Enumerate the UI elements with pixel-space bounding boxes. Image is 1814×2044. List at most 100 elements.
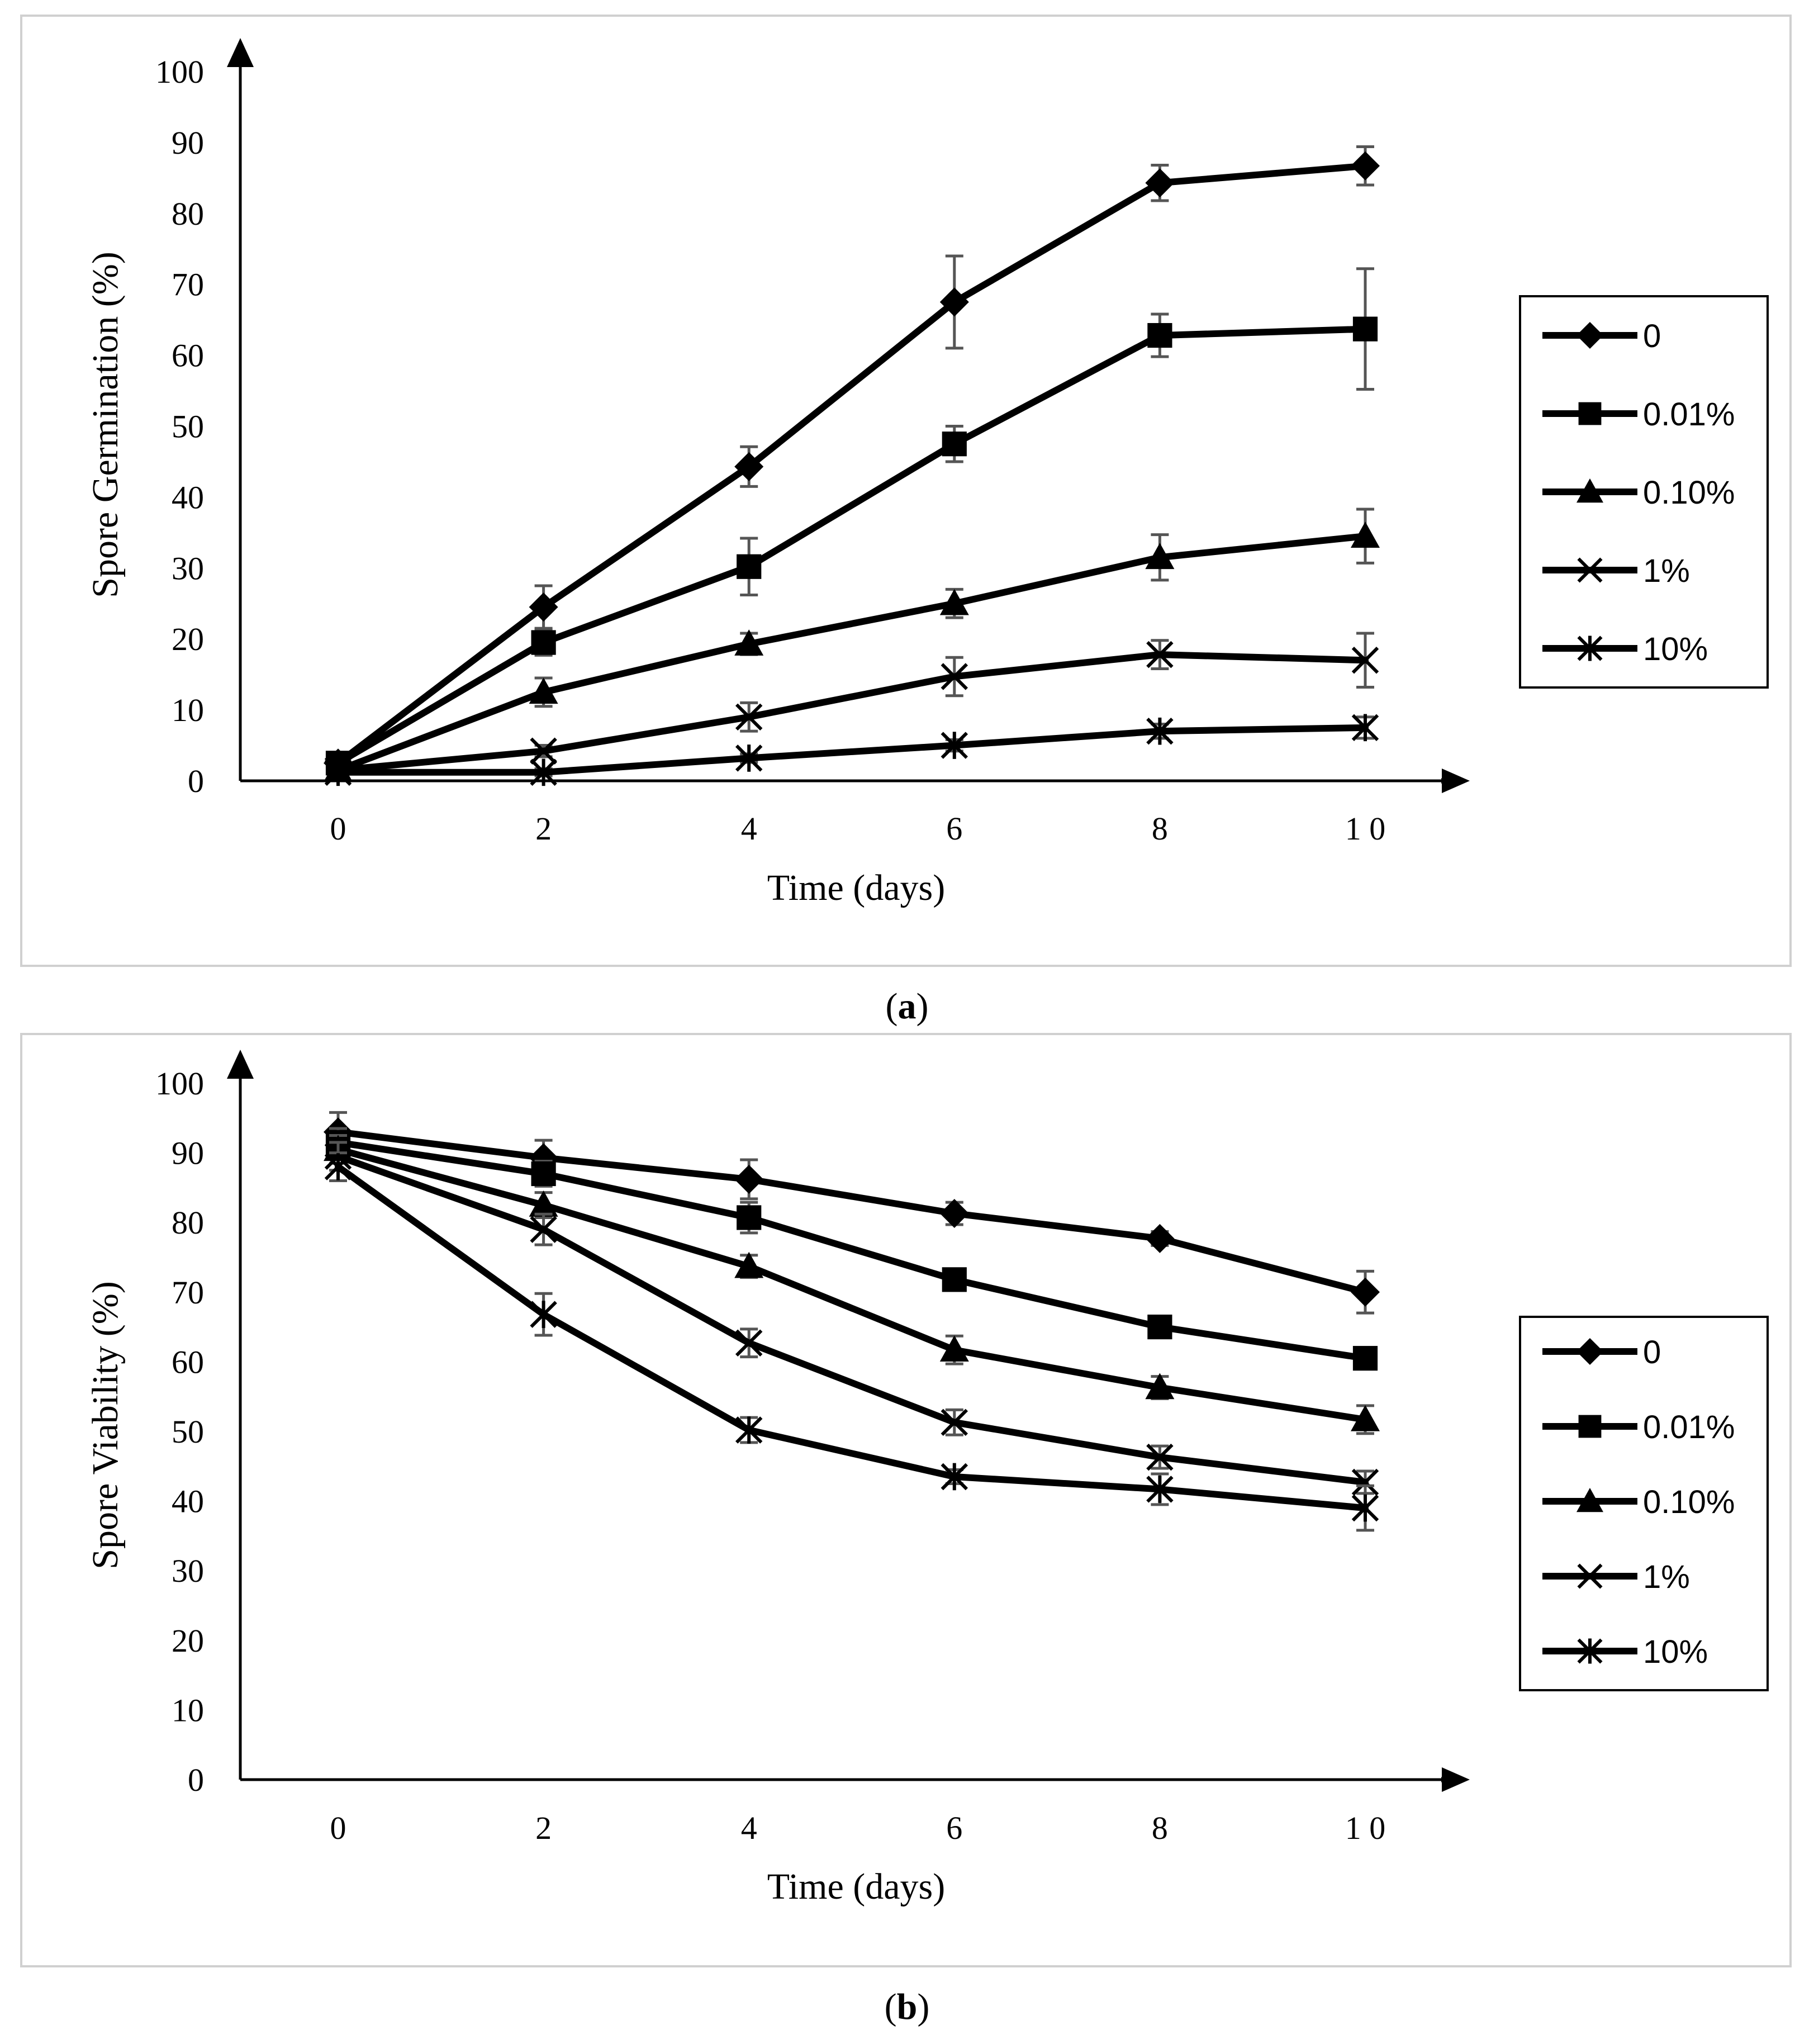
panel-b-series-3-point-stroke [941,1408,968,1436]
panel-a-x-tick-label: 0 [330,810,346,847]
panel-a-legend-item-0-swatch-marker [1576,322,1603,349]
panel-a-legend-item-2: 0.10% [1542,475,1735,511]
panel-b-legend-item-0-swatch-marker [1576,1338,1603,1365]
panel-b-x-tick-labels: 0 2 4 6 8 1 0 [330,1810,1386,1846]
panel-b-legend-item-1-swatch-marker [1578,1415,1602,1438]
panel-a-legend-item-4-label: 10% [1643,631,1708,667]
panel-a-y-tick-labels: 0 10 20 30 40 50 60 70 80 90 100 [155,54,204,799]
panel-b-series-2-point [1351,1405,1380,1431]
panel-b-legend-item-2-swatch-marker [1576,1488,1603,1512]
panel-a-series-3-point [530,737,557,765]
panel-b-y-tick-label: 10 [172,1692,204,1728]
panel-b-series-3-point [1351,1468,1379,1496]
panel-b-legend-item-4: 10% [1542,1634,1708,1670]
panel-b-legend-item-3: 1% [1542,1559,1690,1595]
panel-a-series-0-point [734,452,764,481]
panel-a-legend-item-3-swatch-marker-stroke [1577,557,1603,583]
panel-a-series-4-point [1351,714,1379,742]
panel-b-series-4-point [530,1301,557,1328]
panel-a-series-0-line [335,162,1369,767]
panel-b-y-tick-label: 100 [155,1065,204,1102]
panel-a-series-1-point [942,431,967,457]
panel-b-series-1-point [942,1267,967,1292]
panel-a-legend-item-3-swatch-marker [1577,557,1603,583]
panel-b-y-tick-label: 90 [172,1135,204,1172]
panel-b-y-tick-label: 40 [172,1483,204,1520]
panel-b-y-tick-label: 30 [172,1553,204,1589]
panel-b-series-1-point [737,1205,762,1230]
panel-a-series-0-point [1351,151,1380,181]
panel-b-legend-item-2: 0.10% [1542,1484,1735,1520]
panel-b-series-0-point [1145,1223,1175,1253]
panel-a-series-0-point [1145,168,1175,198]
panel-a-y-tick-label: 90 [172,125,204,161]
panel-a-series-1-point [1147,323,1172,348]
panel-b-legend-item-0: 0 [1542,1334,1661,1370]
panel-b-caption-letter: b [897,1986,918,2027]
panel-b-series-4-point [324,1153,352,1180]
panel-a-series-2-point [529,677,558,704]
panel-a-series-3-point [941,663,968,690]
panel-a-series-3-point-stroke [735,703,763,731]
panel-a-series-3-point-stroke [941,663,968,690]
panel-a-series-2-point [1145,543,1175,570]
panel-b-caption-close: ) [917,1986,929,2027]
panel-a-series-3-point [1146,641,1174,668]
panel-b-legend-item-4-label: 10% [1643,1634,1708,1670]
panel-a-legend-item-0-label: 0 [1643,318,1661,354]
panel-b-y-tick-label: 0 [188,1762,204,1798]
panel-a-legend-items: 0 0.01% 0.10% 1% 10% [1542,318,1735,667]
panel-a-y-tick-label: 30 [172,550,204,586]
panel-a-x-tick-label: 1 0 [1345,810,1386,847]
panel-b-series-3-line [335,1153,1369,1486]
panel-a-x-tick-label: 8 [1152,810,1168,847]
panel-b-x-axis-arrow [1442,1767,1470,1792]
panel-a-y-tick-label: 100 [155,54,204,90]
panel-b-series-2-point [1145,1373,1175,1400]
panel-a-y-axis-title: Spore Germination (%) [85,252,126,598]
panel-b-series-3-point-stroke [1146,1443,1174,1471]
panel-a-plot-area [324,145,1380,786]
panel-b-legend-item-3-swatch-marker [1577,1563,1603,1589]
panel-a-y-tick-label: 40 [172,479,204,515]
panel-b-series-1-point [1352,1346,1378,1371]
panel-b-series-3-point [735,1329,763,1357]
panel-b-series-4-point [735,1416,763,1444]
panel-b-series-1-point [1147,1315,1172,1340]
panel-a-y-tick-label: 60 [172,338,204,374]
panel-a-series-4 [324,714,1379,786]
panel-b-legend-item-3-swatch-marker-stroke [1577,1563,1603,1589]
panel-b-series-3-point [1146,1443,1174,1471]
panel-b-series-4 [324,1151,1379,1532]
panel-b-y-tick-label: 60 [172,1344,204,1380]
panel-a-series-2-point [734,629,764,656]
panel-a-x-tick-label: 2 [535,810,552,847]
panel-b-legend-item-0-label: 0 [1643,1334,1661,1370]
panel-b-series-2-point [734,1251,764,1278]
panel-a-caption: (a) [886,986,929,1027]
panel-b-series-2-point [529,1191,558,1217]
panel-a-series-4-point [1146,717,1174,745]
panel-b-x-tick-label: 4 [741,1810,757,1846]
panel-a-legend-item-2-swatch-marker [1576,478,1603,503]
panel-a-series-1-point [531,630,556,655]
panel-b-caption: (b) [885,1986,930,2027]
panel-a-series-4-point [941,732,968,759]
panel-a-legend-item-4: 10% [1542,631,1708,667]
panel-a-y-tick-label: 80 [172,196,204,232]
panel-b-series-3-point-stroke [530,1216,557,1243]
panel-b-caption-open: ( [885,1986,897,2027]
panel-b-legend-item-1-label: 0.01% [1643,1409,1735,1445]
panel-a-series-3-point [1351,647,1379,674]
panel-b-series-2-point [939,1335,969,1362]
panel-b-series-3-point [941,1408,968,1436]
panel-a-series-1-point [1352,316,1378,342]
panel-b-y-tick-label: 20 [172,1623,204,1659]
panel-a-series-2-point [939,589,969,615]
panel-a-series-1-line [335,325,1369,767]
panel-a-series-3 [324,632,1379,784]
panel-a-series-3-point-stroke [530,737,557,765]
panel-b-series-1-point [531,1161,556,1187]
